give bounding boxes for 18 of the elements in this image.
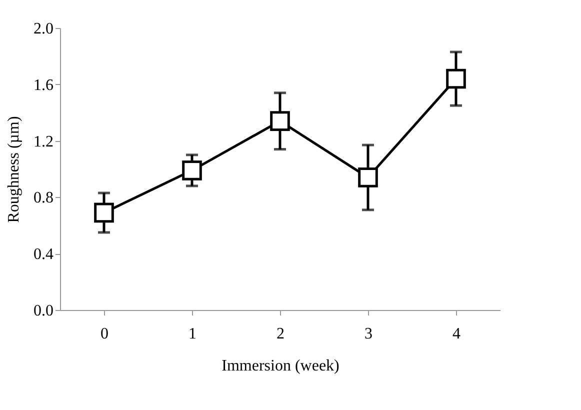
y-tick-label: 2.0: [34, 20, 54, 38]
x-tick-label: 0: [100, 326, 108, 342]
x-axis-title: Immersion (week): [222, 358, 340, 374]
point: [446, 68, 466, 89]
point: [270, 111, 290, 131]
y-tick-label: 0.0: [34, 302, 54, 320]
x-tick-label: 2: [276, 326, 284, 342]
y-tick-label: 1.6: [34, 76, 54, 94]
y-axis-title: Roughness (µm): [6, 116, 22, 223]
point: [358, 168, 378, 188]
point: [94, 202, 114, 223]
x-tick-label: 1: [188, 326, 196, 342]
y-tick-label: 0.8: [34, 190, 54, 207]
y-tick-label: 1.2: [34, 133, 54, 150]
y-tick-label: 0.4: [34, 246, 54, 264]
x-tick-label: 4: [452, 326, 460, 342]
x-tick-label: 3: [364, 326, 372, 342]
point: [182, 160, 202, 180]
